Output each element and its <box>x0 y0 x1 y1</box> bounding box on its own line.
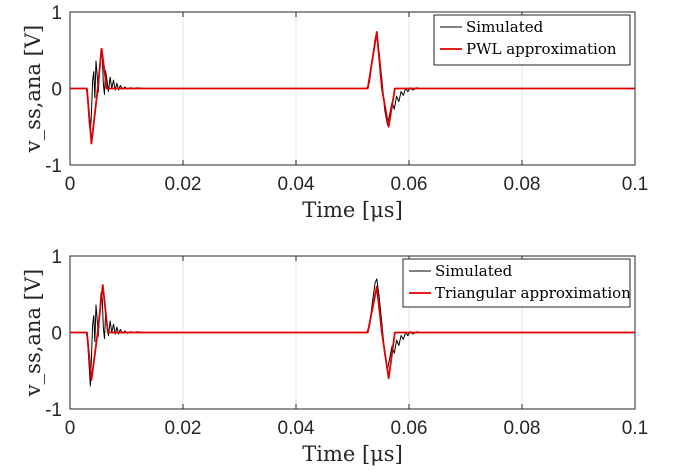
x-axis-label: Time [μs] <box>302 442 403 466</box>
legend-entry: PWL approximation <box>466 40 617 58</box>
x-tick-label: 0.1 <box>622 418 648 439</box>
series-line-approximation <box>70 30 635 145</box>
y-tick-label: 1 <box>51 247 62 268</box>
x-tick-label: 0.1 <box>622 174 648 195</box>
x-tick-label: 0.08 <box>504 174 541 195</box>
x-tick-label: 0 <box>65 418 76 439</box>
y-axis-label: v_ss,ana [V] <box>21 269 45 397</box>
y-tick-label: 1 <box>51 3 62 24</box>
y-tick-label: 0 <box>51 324 62 345</box>
x-tick-label: 0.04 <box>278 418 315 439</box>
x-tick-label: 0.06 <box>391 418 428 439</box>
y-tick-label: -1 <box>45 400 62 421</box>
y-tick-label: -1 <box>45 156 62 177</box>
legend-entry: Triangular approximation <box>435 284 631 302</box>
series-line-approximation <box>70 284 635 381</box>
x-tick-label: 0.04 <box>278 174 315 195</box>
legend-box <box>402 258 631 308</box>
legend-entry: Simulated <box>435 262 513 280</box>
legend: Simulated PWL approximation <box>433 14 631 66</box>
x-tick-label: 0.06 <box>391 174 428 195</box>
x-axis-label: Time [μs] <box>302 198 403 222</box>
legend-box <box>433 14 631 66</box>
x-tick-label: 0 <box>65 174 76 195</box>
y-axis-label: v_ss,ana [V] <box>21 25 45 153</box>
x-tick-label: 0.02 <box>165 174 202 195</box>
legend-entry: Simulated <box>466 18 544 36</box>
x-tick-label: 0.02 <box>165 418 202 439</box>
legend: Simulated Triangular approximation <box>402 258 631 308</box>
x-tick-label: 0.08 <box>504 418 541 439</box>
y-tick-label: 0 <box>51 80 62 101</box>
